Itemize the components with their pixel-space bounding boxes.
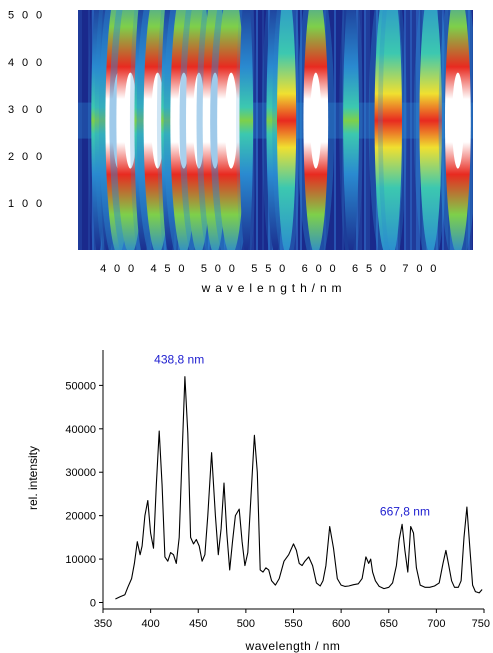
line-chart-y-ticks: 0 10000 20000 30000 40000 50000 [65, 380, 103, 609]
noise-stripe [328, 10, 330, 250]
y-tick-label: 10000 [65, 554, 96, 566]
x-tick-label: 750 [472, 618, 490, 630]
spectral-band [382, 10, 402, 250]
spectral-image-y-ticks: 1 0 0 2 0 0 3 0 0 4 0 0 5 0 0 [8, 10, 44, 210]
noise-stripe [338, 10, 340, 250]
noise-stripe [300, 10, 302, 250]
spectral-image-panel: 1 0 0 2 0 0 3 0 0 4 0 0 5 0 0 4 0 0 4 5 0 5 0 … [8, 10, 473, 295]
heatmap-x-tick-label: 7 0 0 [402, 263, 438, 275]
noise-stripe [364, 10, 366, 250]
noise-stripe [264, 10, 266, 250]
noise-stripe [340, 10, 342, 250]
noise-stripe [78, 10, 80, 250]
noise-stripe [416, 10, 418, 250]
intensity-spectrum-panel: 0 10000 20000 30000 40000 50000 350 400 450 500 5… [26, 350, 490, 653]
noise-stripe [472, 10, 473, 250]
noise-stripe [410, 10, 412, 250]
noise-stripe [362, 10, 364, 250]
noise-stripe [258, 10, 260, 250]
noise-stripe [336, 10, 338, 250]
noise-stripe [368, 10, 370, 250]
spectral-band-core [224, 72, 238, 169]
y-tick-label: 0 [90, 597, 96, 609]
noise-stripe [366, 10, 368, 250]
spectral-band-core [151, 72, 164, 169]
x-tick-label: 650 [380, 618, 398, 630]
spectral-band-core [452, 72, 464, 169]
noise-stripe [298, 10, 300, 250]
y-tick-label: 20000 [65, 511, 96, 523]
peak-annotation: 667,8 nm [380, 505, 430, 519]
heatmap-x-tick-label: 6 0 0 [302, 263, 338, 275]
x-tick-label: 350 [94, 618, 112, 630]
heatmap-x-tick-label: 6 5 0 [352, 263, 388, 275]
noise-stripe [418, 10, 420, 250]
noise-stripe [256, 10, 258, 250]
line-chart-y-axis-label: rel. intensity [26, 446, 40, 510]
noise-stripe [444, 10, 446, 250]
noise-stripe [412, 10, 414, 250]
noise-stripe [84, 10, 86, 250]
x-tick-label: 500 [237, 618, 255, 630]
noise-stripe [332, 10, 334, 250]
heatmap-y-tick-label: 2 0 0 [8, 151, 44, 163]
spectral-band [239, 10, 254, 250]
noise-stripe [372, 10, 374, 250]
heatmap-y-tick-label: 3 0 0 [8, 104, 44, 116]
spectral-image-bands [87, 10, 473, 250]
y-tick-label: 50000 [65, 380, 96, 392]
spectral-band-core [124, 72, 137, 169]
intensity-series-line [115, 376, 483, 600]
noise-stripe [302, 10, 304, 250]
heatmap-x-tick-label: 5 5 0 [251, 263, 287, 275]
line-chart-x-ticks: 350 400 450 500 550 600 650 700 750 [94, 609, 490, 630]
noise-stripe [260, 10, 262, 250]
noise-stripe [442, 10, 444, 250]
noise-stripe [88, 10, 90, 250]
x-tick-label: 600 [332, 618, 350, 630]
x-tick-label: 550 [284, 618, 302, 630]
noise-stripe [408, 10, 410, 250]
noise-stripe [254, 10, 256, 250]
line-chart-annotations: 438,8 nm 667,8 nm [154, 353, 430, 519]
noise-stripe [414, 10, 416, 250]
y-tick-label: 30000 [65, 467, 96, 479]
noise-stripe [470, 10, 472, 250]
peak-annotation: 438,8 nm [154, 353, 204, 367]
noise-stripe [296, 10, 298, 250]
noise-stripe [82, 10, 84, 250]
spectral-image-x-axis-label: w a v e l e n g t h / n m [201, 281, 343, 295]
heatmap-y-tick-label: 4 0 0 [8, 57, 44, 69]
x-tick-label: 400 [141, 618, 159, 630]
noise-stripe [370, 10, 372, 250]
heatmap-x-tick-label: 4 0 0 [100, 263, 136, 275]
spectral-band-core [310, 72, 322, 169]
spectral-band [419, 10, 442, 250]
noise-stripe [334, 10, 336, 250]
noise-stripe [330, 10, 332, 250]
spectral-image-x-ticks: 4 0 0 4 5 0 5 0 0 5 5 0 6 0 0 6 5 0 7 0 0 [100, 263, 438, 275]
noise-stripe [262, 10, 264, 250]
y-tick-label: 40000 [65, 424, 96, 436]
noise-stripe [360, 10, 362, 250]
line-chart-x-axis-label: wavelength / nm [245, 639, 341, 653]
heatmap-x-tick-label: 4 5 0 [150, 263, 186, 275]
noise-stripe [406, 10, 408, 250]
noise-stripe [90, 10, 92, 250]
spectral-band [343, 10, 360, 250]
heatmap-x-tick-label: 5 0 0 [201, 263, 237, 275]
noise-stripe [80, 10, 82, 250]
spectral-band [276, 10, 297, 250]
spectral-band-core [193, 72, 205, 169]
heatmap-y-tick-label: 1 0 0 [8, 198, 44, 210]
noise-stripe [404, 10, 406, 250]
x-tick-label: 450 [189, 618, 207, 630]
noise-stripe [86, 10, 88, 250]
heatmap-y-tick-label: 5 0 0 [8, 10, 44, 22]
x-tick-label: 700 [427, 618, 445, 630]
noise-stripe [402, 10, 404, 250]
noise-stripe [342, 10, 344, 250]
